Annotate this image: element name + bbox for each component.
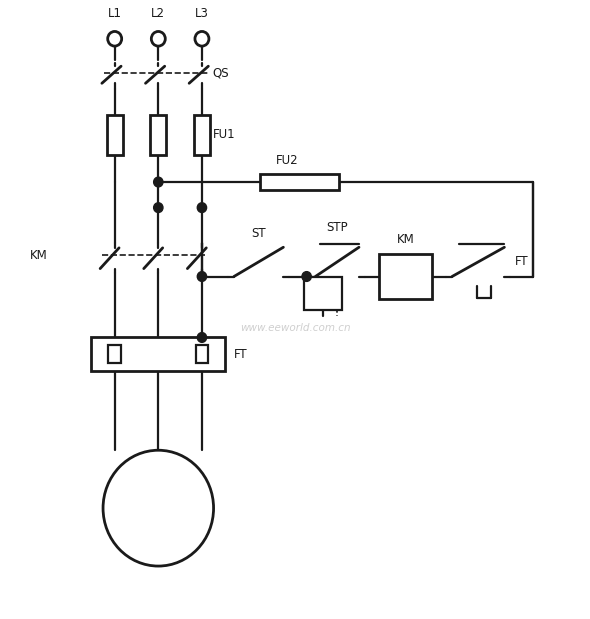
Circle shape (197, 272, 206, 282)
Circle shape (153, 203, 163, 212)
Text: ~: ~ (151, 514, 166, 532)
Text: FU2: FU2 (276, 154, 299, 167)
Bar (304, 277, 342, 310)
Circle shape (197, 332, 206, 342)
Text: L2: L2 (151, 7, 165, 20)
Text: STP: STP (326, 221, 348, 234)
Text: L3: L3 (195, 7, 209, 20)
Bar (91, 337, 225, 371)
Circle shape (302, 272, 312, 282)
Text: ST: ST (251, 227, 266, 240)
Bar (195, 345, 208, 363)
Text: FT: FT (234, 348, 248, 361)
Bar (260, 175, 339, 189)
Circle shape (197, 203, 206, 212)
Bar (194, 115, 210, 155)
Circle shape (103, 450, 214, 566)
Text: FU1: FU1 (212, 128, 235, 141)
Text: QS: QS (212, 67, 229, 80)
Bar (107, 115, 123, 155)
Text: FT: FT (515, 255, 529, 268)
Bar (379, 254, 432, 300)
Text: KM: KM (396, 233, 414, 246)
Text: www.eeworld.com.cn: www.eeworld.com.cn (240, 323, 350, 333)
Circle shape (153, 177, 163, 187)
Text: L1: L1 (108, 7, 122, 20)
Text: KM: KM (30, 249, 48, 262)
Bar (109, 345, 121, 363)
Text: M: M (150, 489, 167, 503)
Bar (150, 115, 166, 155)
